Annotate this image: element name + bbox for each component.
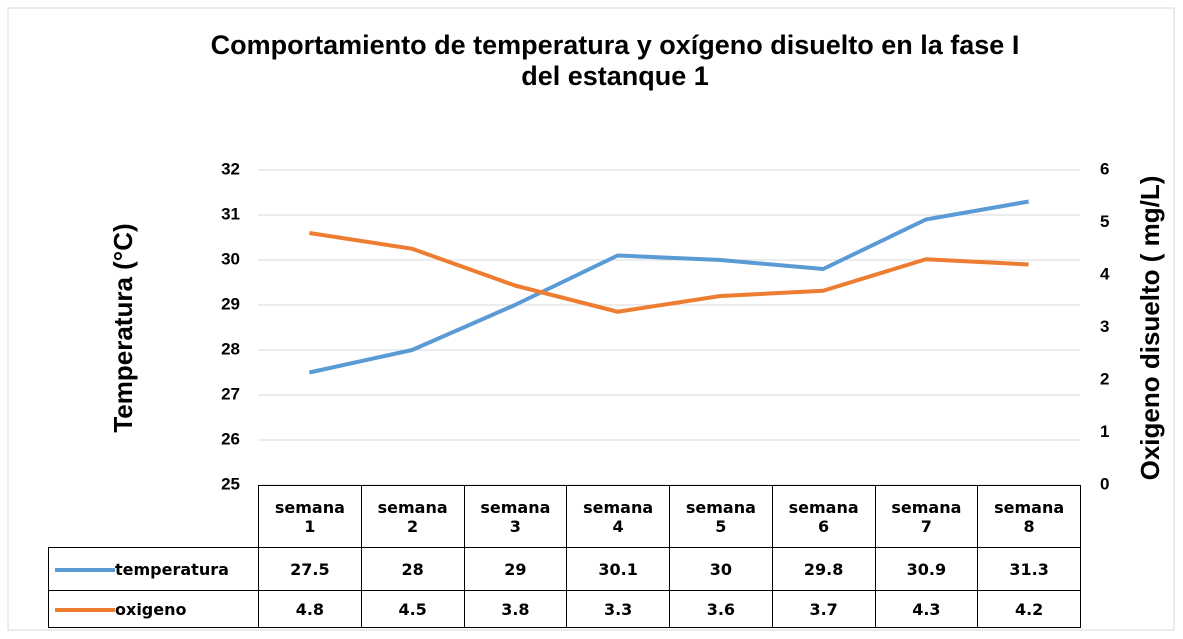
category-label: semana 2 xyxy=(360,485,465,548)
data-table: semana 1 semana 2 semana 3 semana 4 semana 5… xyxy=(48,485,1081,628)
y-tick-label: 26 xyxy=(221,429,240,448)
table-value: 28 xyxy=(360,547,465,591)
table-value: 4.8 xyxy=(258,590,362,628)
y2-tick-label: 0 xyxy=(1100,474,1109,493)
table-row: oxigeno 4.8 4.5 3.8 3.3 3.6 3.7 4.3 4.2 xyxy=(48,590,1081,628)
y2-tick-label: 5 xyxy=(1100,212,1109,231)
y-tick-label: 32 xyxy=(221,159,240,178)
table-value: 30.1 xyxy=(566,547,670,591)
category-label: semana 3 xyxy=(463,485,568,548)
y2-tick-label: 3 xyxy=(1100,317,1109,336)
table-value: 30 xyxy=(669,547,773,591)
category-label: semana 8 xyxy=(977,485,1081,548)
series-line xyxy=(309,231,1029,314)
y-tick-label: 25 xyxy=(221,474,240,493)
category-label: semana 6 xyxy=(771,485,876,548)
table-value: 27.5 xyxy=(258,547,362,591)
table-value: 3.3 xyxy=(566,590,670,628)
y2-tick-label: 2 xyxy=(1100,369,1109,388)
y-tick-label: 31 xyxy=(221,204,240,223)
table-row: temperatura 27.5 28 29 30.1 30 29.8 30.9 31.3 xyxy=(48,547,1081,591)
legend-key xyxy=(55,568,115,572)
table-value: 3.7 xyxy=(771,590,876,628)
chart-border xyxy=(7,7,1175,631)
category-label: semana 5 xyxy=(669,485,773,548)
title-line: Comportamiento de temperatura y oxígeno … xyxy=(210,30,1020,60)
y2-axis-label: Oxigeno disuelto ( mg/L) xyxy=(1135,176,1165,481)
y2-tick-label: 6 xyxy=(1100,159,1109,178)
table-corner xyxy=(49,486,259,548)
table-header-row: semana 1 semana 2 semana 3 semana 4 semana 5… xyxy=(49,485,1081,548)
legend-key xyxy=(55,608,115,612)
series-line xyxy=(308,199,1029,375)
y-tick-label: 27 xyxy=(221,384,240,403)
table-value: 3.8 xyxy=(463,590,568,628)
table-value: 4.3 xyxy=(874,590,979,628)
y-tick-label: 28 xyxy=(221,339,240,358)
table-value: 4.2 xyxy=(977,590,1081,628)
legend-entry: temperatura xyxy=(48,547,259,591)
legend-label: temperatura xyxy=(115,559,229,579)
y2-tick-label: 1 xyxy=(1100,422,1109,441)
legend-entry: oxigeno xyxy=(48,590,259,628)
chart-title: Comportamiento de temperatura y oxígeno … xyxy=(170,30,1060,92)
legend-label: oxigeno xyxy=(115,599,187,619)
title-line: del estanque 1 xyxy=(521,61,709,91)
category-label: semana 7 xyxy=(874,485,979,548)
y-tick-label: 29 xyxy=(221,294,240,313)
table-value: 29.8 xyxy=(771,547,876,591)
table-value: 3.6 xyxy=(669,590,773,628)
table-value: 29 xyxy=(463,547,568,591)
y2-tick-label: 4 xyxy=(1100,264,1110,283)
table-value: 31.3 xyxy=(977,547,1081,591)
y-axis-label: Temperatura (°C) xyxy=(108,223,138,432)
y-tick-label: 30 xyxy=(221,249,240,268)
category-label: semana 4 xyxy=(566,485,670,548)
table-value: 30.9 xyxy=(874,547,979,591)
category-label: semana 1 xyxy=(258,485,362,548)
table-value: 4.5 xyxy=(360,590,465,628)
